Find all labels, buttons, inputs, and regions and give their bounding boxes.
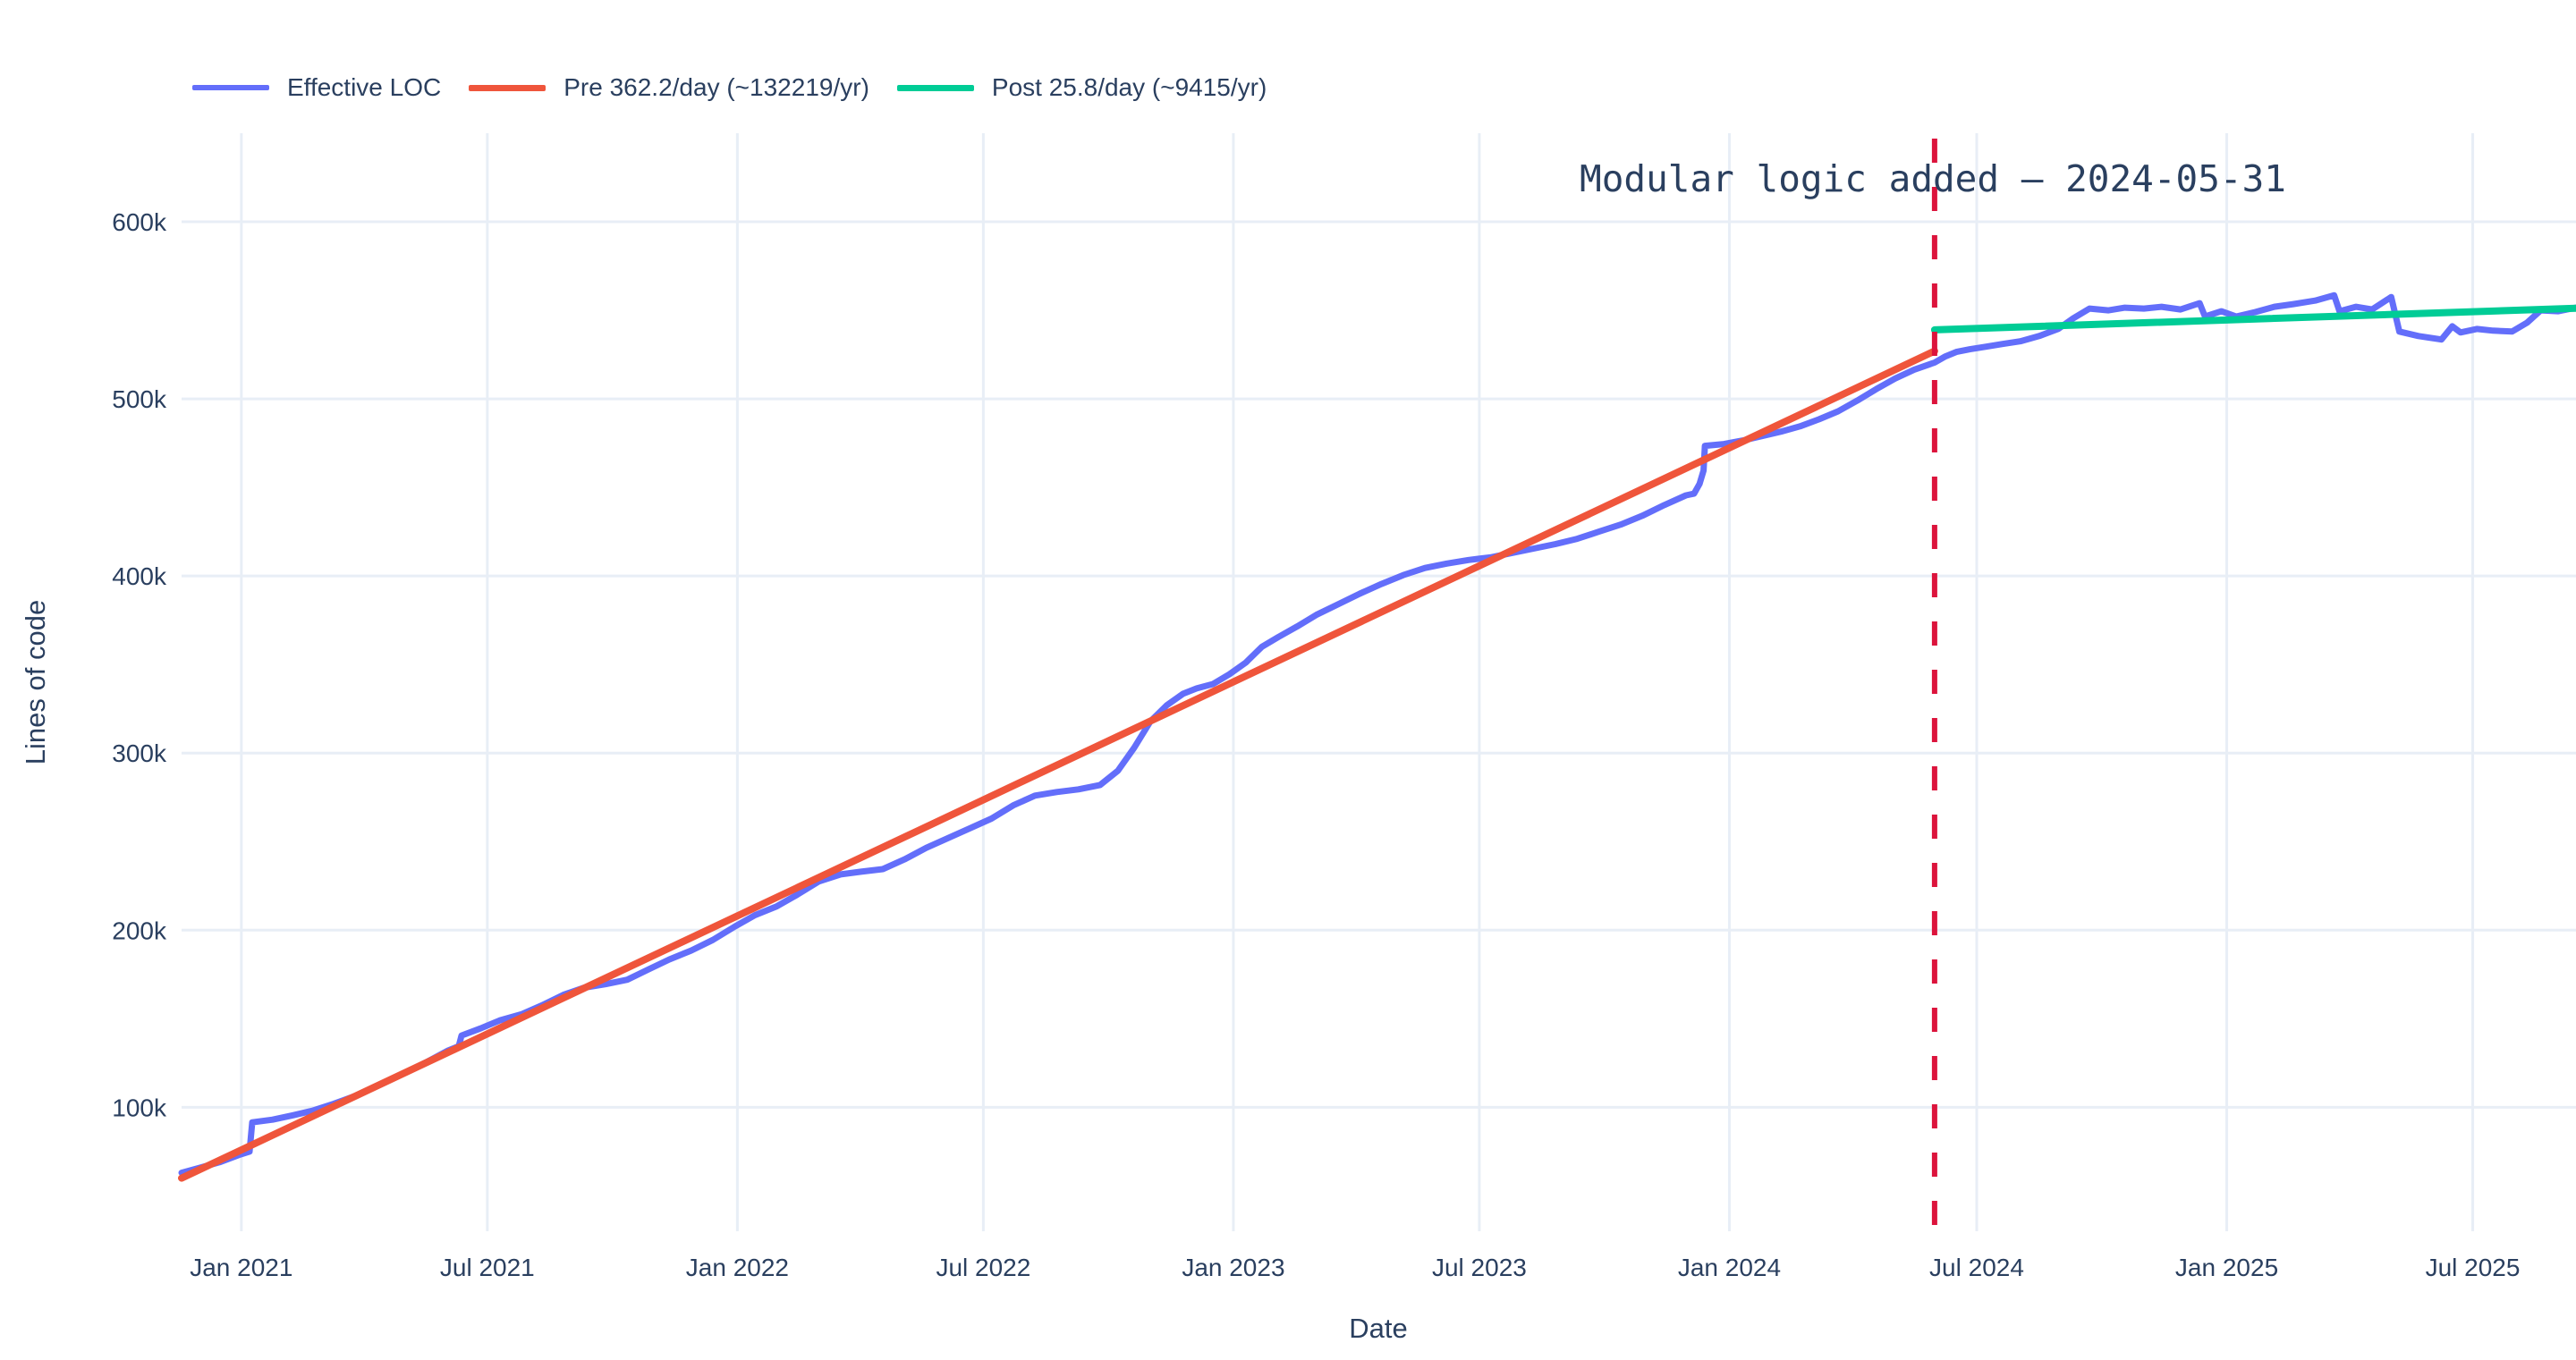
x-tick-label: Jul 2021 [440, 1254, 535, 1281]
x-tick-label: Jul 2022 [936, 1254, 1030, 1281]
x-tick-label: Jul 2025 [2426, 1254, 2521, 1281]
y-tick-label: 600k [112, 208, 167, 236]
x-tick-label: Jan 2024 [1678, 1254, 1781, 1281]
event-annotation: Modular logic added — 2024-05-31 [1580, 157, 2286, 200]
y-tick-label: 400k [112, 562, 167, 590]
y-tick-label: 500k [112, 385, 167, 413]
x-tick-label: Jul 2023 [1432, 1254, 1527, 1281]
y-tick-label: 200k [112, 917, 167, 944]
legend-item-pre-trend[interactable]: Pre 362.2/day (~132219/yr) [469, 73, 869, 102]
x-tick-label: Jan 2025 [2175, 1254, 2278, 1281]
x-tick-label: Jan 2022 [686, 1254, 789, 1281]
legend-label: Post 25.8/day (~9415/yr) [991, 73, 1267, 101]
legend-item-effective-loc[interactable]: Effective LOC [192, 73, 441, 102]
y-axis-title: Lines of code [20, 599, 51, 765]
series-line-effective-loc[interactable] [178, 291, 2576, 1177]
series-line-post-trend[interactable] [1930, 304, 2576, 334]
y-tick-label: 100k [112, 1094, 167, 1121]
x-tick-label: Jan 2023 [1182, 1254, 1284, 1281]
pre-trend-line-swatch [469, 84, 547, 91]
legend: Effective LOC Pre 362.2/day (~132219/yr)… [192, 73, 1267, 102]
legend-label: Effective LOC [287, 73, 442, 101]
x-tick-label: Jul 2024 [1929, 1254, 2024, 1281]
x-axis-title: Date [1349, 1313, 1408, 1344]
x-tick-label: Jan 2021 [190, 1254, 292, 1281]
y-tick-label: 300k [112, 739, 167, 767]
series-line-pre-trend[interactable] [178, 347, 1938, 1182]
legend-label: Pre 362.2/day (~132219/yr) [564, 73, 869, 101]
effective-loc-line-swatch [192, 85, 269, 90]
post-trend-line-swatch [896, 84, 974, 91]
legend-item-post-trend[interactable]: Post 25.8/day (~9415/yr) [896, 73, 1267, 102]
